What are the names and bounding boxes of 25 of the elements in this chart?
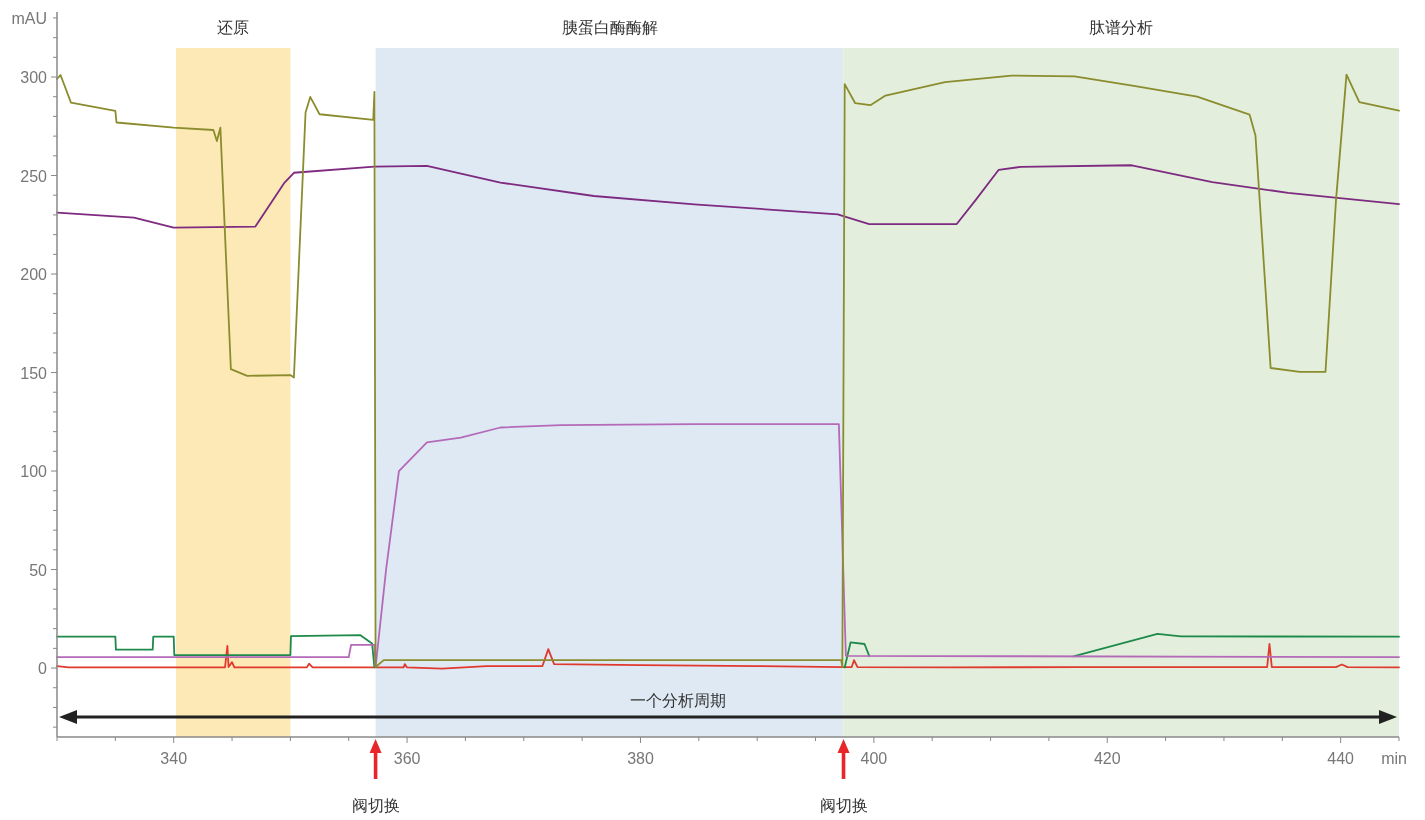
- x-tick-label: 360: [393, 750, 421, 767]
- annotation: 一个分析周期: [630, 692, 726, 709]
- x-tick-label: 340: [160, 750, 188, 767]
- y-tick-label: 250: [20, 167, 48, 185]
- line-series: [56, 73, 1400, 668]
- band-label: 胰蛋白酶酶解: [561, 19, 658, 36]
- x-tick-label: 420: [1093, 750, 1121, 767]
- y-tick-label: 50: [29, 561, 48, 579]
- line-series: [56, 643, 1400, 670]
- line-series: [56, 164, 1400, 229]
- x-tick-label: 380: [627, 750, 654, 767]
- y-axis-title: mAU: [11, 10, 47, 27]
- x-tick-label: 400: [860, 750, 888, 767]
- y-tick-label: 150: [20, 364, 48, 382]
- band-label: 肽谱分析: [1089, 19, 1154, 36]
- text: 阀切换: [351, 797, 400, 814]
- text: 阀切换: [819, 797, 868, 814]
- y-tick-label: 200: [20, 266, 48, 284]
- x-axis-title: min: [1381, 750, 1407, 767]
- y-tick-label: 0: [38, 660, 48, 678]
- line-series: [56, 423, 1400, 668]
- x-tick-label: 440: [1327, 750, 1355, 767]
- y-tick-label: 100: [20, 463, 48, 481]
- band-label: 还原: [217, 19, 250, 36]
- y-tick-label: 300: [20, 69, 48, 87]
